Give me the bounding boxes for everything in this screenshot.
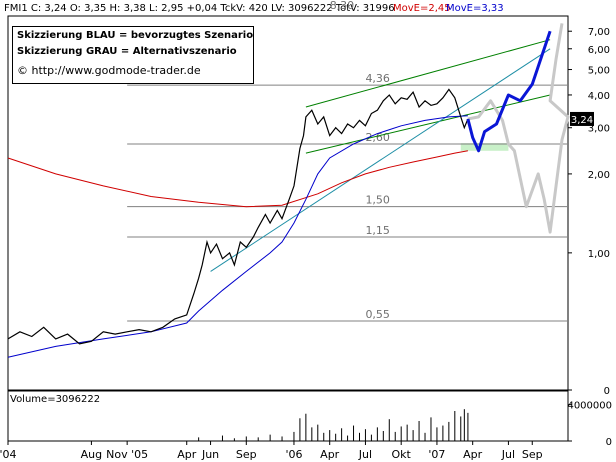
x-tick-label-8: Jul xyxy=(358,448,372,461)
volume-label: Volume=3096222 xyxy=(10,394,100,405)
legend-copyright: © http://www.godmode-trader.de xyxy=(17,64,201,77)
legend-grey-scenario: Skizzierung GRAU = Alternativszenario xyxy=(17,46,237,57)
moving-average-blue xyxy=(7,115,468,358)
grey-scenario-path xyxy=(467,23,570,234)
y-tick-label-3: 4,00 xyxy=(588,91,610,102)
y-tick-label-0: 1,00 xyxy=(588,249,610,260)
y-tick-label-7: 0 xyxy=(604,386,610,397)
x-tick-label-5: Sep xyxy=(236,448,257,461)
level-label-4: 1,15 xyxy=(365,224,390,237)
legend-blue-scenario: Skizzierung BLAU = bevorzugtes Szenario xyxy=(17,30,254,41)
x-tick-label-11: Apr xyxy=(463,448,483,461)
moving-average-red xyxy=(7,150,468,208)
trendline xyxy=(210,48,551,272)
header-text: FMI1 C: 3,24 O: 3,35 H: 3,38 L: 2,95 +0,… xyxy=(4,3,395,14)
channel-upper-line xyxy=(305,39,551,108)
y-tick-label-5: 6,00 xyxy=(588,45,610,56)
volume-tick-label-0: 4000000 xyxy=(567,401,612,412)
header-move1: MovE=2,45 xyxy=(393,3,451,14)
header-move2: MovE=3,33 xyxy=(446,3,504,14)
support-zone xyxy=(460,143,509,151)
price-series xyxy=(7,88,469,345)
last-price-label: 3,24 xyxy=(571,115,593,126)
x-tick-label-2: Nov '05 xyxy=(106,448,148,461)
legend: Skizzierung BLAU = bevorzugtes Szenario … xyxy=(12,26,254,84)
level-label-3: 1,50 xyxy=(365,194,390,207)
volume-plot-frame xyxy=(7,390,569,442)
x-tick-label-7: Apr xyxy=(320,448,340,461)
x-tick-label-0: '04 xyxy=(0,448,17,461)
main-plot-frame xyxy=(7,15,569,391)
x-tick-label-1: Aug xyxy=(81,448,102,461)
level-label-5: 0,55 xyxy=(365,308,390,321)
volume-tick-label-1: 0 xyxy=(606,437,612,448)
level-label-1: 4,36 xyxy=(365,72,390,85)
x-tick-label-3: Apr xyxy=(177,448,197,461)
x-tick-label-4: Jun xyxy=(201,448,219,461)
x-tick-label-10: '07 xyxy=(428,448,445,461)
y-tick-label-2: 3,00 xyxy=(588,124,610,135)
y-tick-label-1: 2,00 xyxy=(588,170,610,181)
channel-lower-line xyxy=(305,94,551,154)
blue-scenario-path xyxy=(466,30,552,153)
level-label-0: 8,30 xyxy=(330,0,355,12)
x-tick-label-6: '06 xyxy=(285,448,302,461)
y-tick-label-4: 5,00 xyxy=(588,66,610,77)
x-tick-label-9: Okt xyxy=(392,448,412,461)
last-price-marker xyxy=(570,111,594,126)
x-tick-label-13: Sep xyxy=(522,448,543,461)
x-tick-label-12: Jul xyxy=(501,448,515,461)
y-tick-label-6: 7,00 xyxy=(588,27,610,38)
